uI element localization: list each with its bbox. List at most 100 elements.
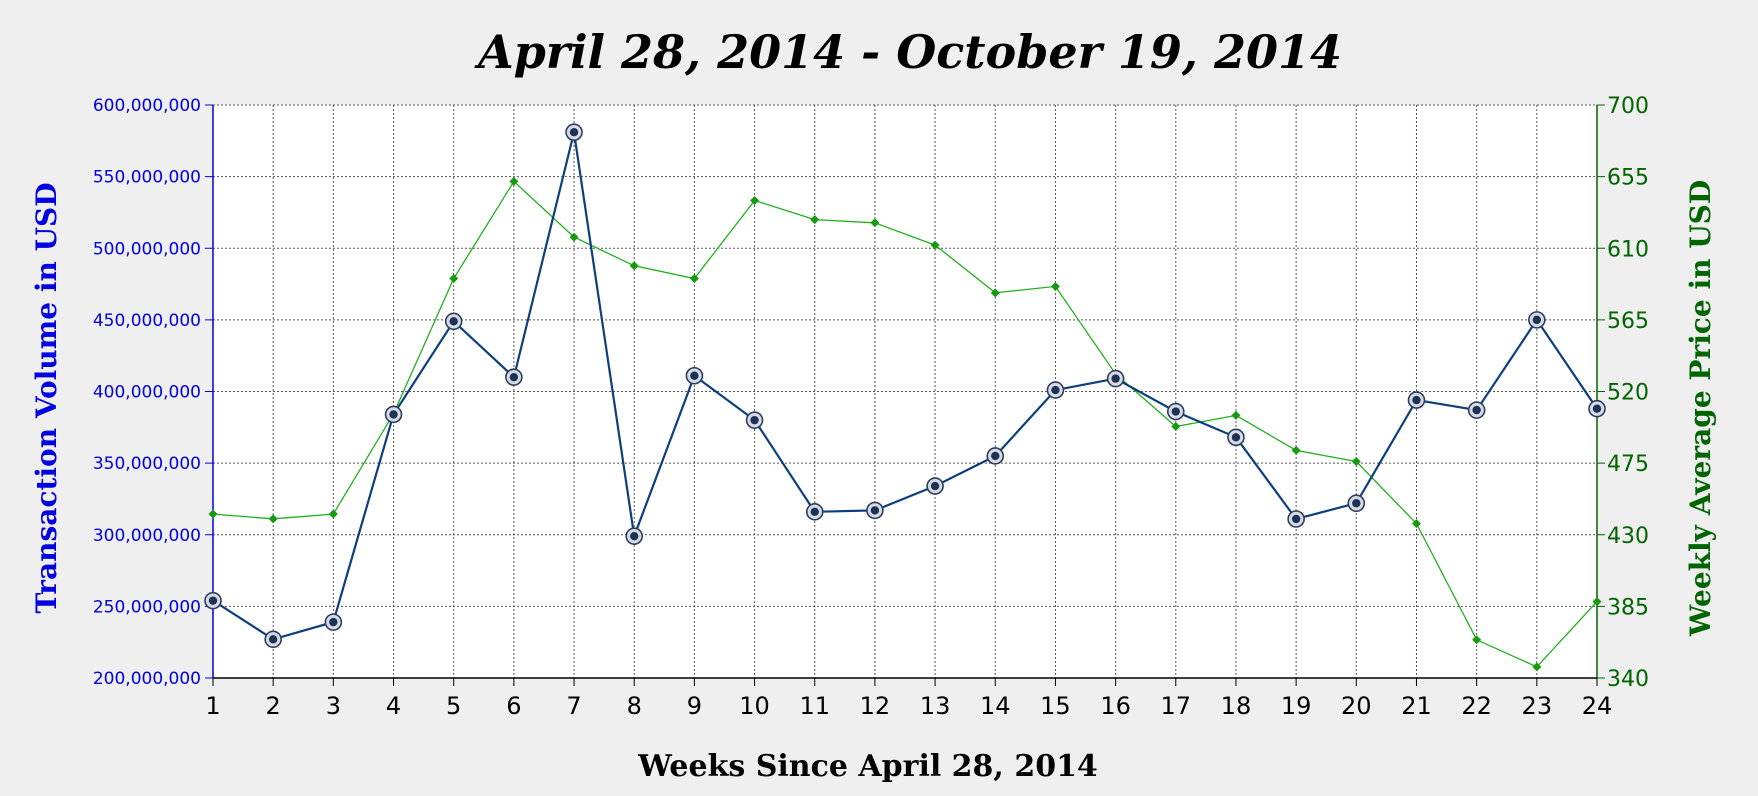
x-tick-label: 6: [506, 692, 521, 720]
chart-title: April 28, 2014 - October 19, 2014: [474, 25, 1342, 79]
price-point: [268, 514, 278, 524]
right-tick-label: 700: [1607, 94, 1649, 119]
x-tick-label: 7: [566, 692, 581, 720]
left-tick-label: 400,000,000: [93, 383, 201, 403]
volume-point: [1231, 433, 1241, 442]
price-point: [870, 218, 880, 228]
price-point: [1592, 597, 1602, 607]
volume-point: [1111, 374, 1120, 383]
price-point: [990, 288, 1000, 298]
x-tick-label: 11: [799, 692, 830, 720]
left-tick-label: 450,000,000: [93, 311, 201, 331]
volume-point: [509, 372, 519, 382]
volume-point: [750, 415, 759, 425]
x-axis-title: Weeks Since April 28, 2014: [637, 749, 1098, 784]
x-tick-label: 12: [860, 692, 891, 720]
volume-point: [1171, 407, 1180, 416]
right-tick-label: 655: [1607, 166, 1649, 191]
volume-point: [208, 596, 218, 605]
volume-point: [810, 507, 819, 517]
x-axis: 1 2 3 4 5 6 7 8 9 10 11 12 13 14 15 16 17 18 19 20 21 22 23 24: [205, 677, 1613, 720]
x-tick-label: 1: [205, 692, 220, 720]
volume-point: [690, 371, 699, 380]
volume-point: [1472, 405, 1481, 415]
price-point: [1171, 422, 1181, 432]
x-tick-label: 8: [627, 692, 642, 720]
left-tick-label: 500,000,000: [93, 239, 201, 259]
price-point: [1411, 519, 1421, 529]
price-point: [449, 273, 459, 283]
left-tick-label: 250,000,000: [93, 597, 201, 617]
price-point: [1050, 281, 1060, 291]
right-axis-title: Weekly Average Price in USD: [1684, 180, 1717, 637]
right-tick-label: 565: [1607, 309, 1649, 334]
volume-point: [329, 617, 338, 627]
left-y-axis: 200,000,000 250,000,000 300,000,000 350,000…: [93, 96, 214, 689]
volume-point: [1592, 404, 1602, 413]
price-point: [1231, 410, 1241, 420]
x-tick-label: 2: [266, 692, 281, 720]
right-tick-label: 340: [1607, 667, 1649, 692]
price-series: [208, 176, 1602, 672]
volume-line: [212, 131, 1598, 641]
right-tick-label: 520: [1607, 381, 1649, 406]
price-point: [328, 509, 338, 519]
right-tick-label: 610: [1607, 237, 1649, 262]
right-tick-label: 475: [1607, 452, 1649, 477]
volume-point: [1352, 499, 1361, 508]
x-tick-label: 23: [1522, 692, 1553, 720]
x-tick-label: 14: [980, 692, 1011, 720]
volume-point: [1412, 395, 1421, 405]
price-point: [810, 215, 820, 225]
left-tick-label: 200,000,000: [93, 669, 201, 689]
volume-point: [449, 317, 458, 326]
price-point: [689, 273, 699, 283]
x-tick-label: 18: [1221, 692, 1252, 720]
x-tick-label: 3: [326, 692, 341, 720]
volume-point: [1532, 315, 1542, 325]
right-tick-label: 385: [1607, 595, 1649, 620]
right-tick-label: 430: [1607, 524, 1649, 549]
grid-lines: [213, 104, 1597, 678]
x-tick-label: 19: [1281, 692, 1312, 720]
left-axis-title: Transaction Volume in USD: [30, 182, 63, 613]
x-tick-label: 20: [1341, 692, 1372, 720]
price-point: [1532, 662, 1542, 672]
left-tick-label: 600,000,000: [93, 96, 201, 116]
volume-point: [389, 410, 398, 419]
volume-point: [630, 531, 639, 541]
price-point: [509, 176, 519, 186]
left-tick-label: 350,000,000: [93, 454, 201, 474]
x-tick-label: 5: [446, 692, 461, 720]
right-y-axis: 340 385 430 475 520 565 610 655 700: [1596, 94, 1649, 692]
volume-point: [870, 506, 880, 515]
volume-point: [991, 451, 1000, 461]
price-point: [1351, 457, 1361, 467]
price-line: [212, 180, 1598, 668]
x-tick-label: 9: [687, 692, 702, 720]
x-tick-label: 17: [1161, 692, 1192, 720]
volume-point: [1051, 385, 1060, 395]
x-tick-label: 16: [1100, 692, 1131, 720]
price-point: [930, 240, 940, 250]
price-point: [629, 261, 639, 271]
x-tick-label: 4: [386, 692, 401, 720]
left-tick-label: 300,000,000: [93, 526, 201, 546]
volume-series: [204, 123, 1606, 649]
price-point: [208, 509, 218, 519]
price-point: [750, 196, 760, 205]
price-point: [1472, 635, 1482, 645]
x-tick-label: 15: [1040, 692, 1071, 720]
x-tick-label: 13: [920, 692, 951, 720]
x-tick-label: 21: [1401, 692, 1432, 720]
volume-point: [268, 635, 278, 644]
price-point: [1291, 445, 1301, 455]
x-tick-label: 24: [1582, 692, 1613, 720]
x-tick-label: 10: [739, 692, 770, 720]
left-tick-label: 550,000,000: [93, 168, 201, 188]
volume-point: [569, 128, 579, 137]
price-point: [569, 232, 579, 242]
x-tick-label: 22: [1461, 692, 1492, 720]
volume-point: [930, 481, 940, 491]
